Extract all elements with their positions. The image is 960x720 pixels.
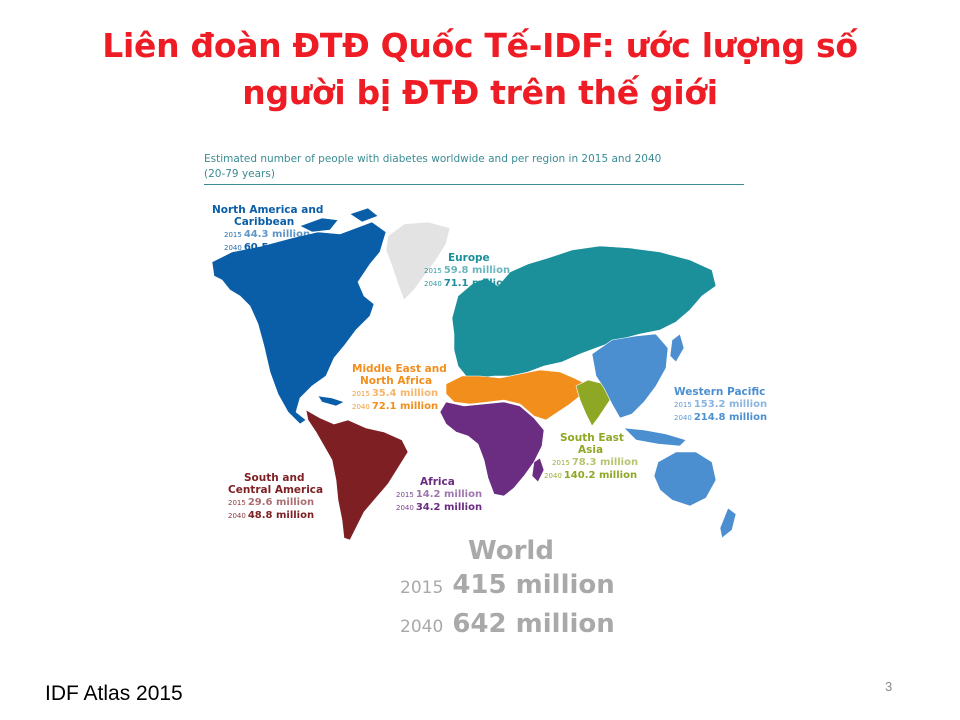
label-south-america-year-2040: 2040: [228, 512, 246, 520]
label-north-america-year-2015: 2015: [224, 231, 242, 239]
label-western-pacific-name: Western Pacific: [674, 386, 766, 398]
label-mena-year-2015: 2015: [352, 390, 370, 398]
label-south-east-asia-value-2040: 140.2 million: [563, 470, 638, 481]
region-japan-shape: [669, 333, 685, 363]
region-caribbean-shape: [317, 395, 345, 407]
label-western-pacific-year-2040: 2040: [674, 414, 692, 422]
region-north-america-shape: [211, 221, 387, 425]
label-europe-name: Europe: [448, 252, 490, 264]
label-western-pacific-value-2015: 153.2 million: [693, 399, 768, 410]
region-greenland-shape: [385, 221, 451, 301]
label-south-east-asia-name-line1: South East: [560, 432, 624, 444]
page-number: 3: [885, 679, 893, 694]
label-world-value-2015: 415 million: [452, 570, 615, 600]
label-south-america-value-2015: 29.6 million: [247, 497, 315, 508]
map-header-line2: (20-79 years): [204, 168, 275, 180]
label-south-east-asia: South East Asia 2015 78.3 million 2040 140…: [544, 432, 638, 482]
region-africa-shape: [439, 401, 545, 497]
label-africa-name: Africa: [420, 476, 455, 488]
region-indonesia-shape: [623, 427, 687, 447]
label-north-america-year-2040: 2040: [224, 244, 242, 252]
label-world-value-2040: 642 million: [452, 609, 615, 639]
label-south-america-value-2040: 48.8 million: [247, 510, 315, 521]
label-north-america-name-line1: North America and: [212, 204, 324, 216]
label-mena-value-2015: 35.4 million: [371, 388, 439, 399]
region-south-east-asia-shape: [575, 379, 615, 427]
region-australia-shape: [653, 451, 717, 507]
label-africa-value-2040: 34.2 million: [415, 502, 483, 513]
label-world-name: World: [468, 536, 554, 566]
label-north-america: North America and Caribbean 2015 44.3 mil…: [212, 204, 323, 254]
region-madagascar-shape: [531, 457, 545, 483]
label-north-america-value-2040: 60.5 million: [243, 242, 311, 253]
label-south-east-asia-value-2015: 78.3 million: [571, 457, 639, 468]
region-new-zealand-shape: [719, 507, 737, 539]
slide-title: Liên đoàn ĐTĐ Quốc Tế-IDF: ước lượng số …: [0, 22, 960, 116]
header-divider: [204, 184, 744, 185]
region-mena-shape: [445, 369, 587, 421]
region-western-pacific-shape: [591, 333, 669, 419]
label-africa-value-2015: 14.2 million: [415, 489, 483, 500]
label-europe-year-2040: 2040: [424, 280, 442, 288]
label-mena-name-line2: North Africa: [360, 375, 433, 387]
label-africa: Africa 2015 14.2 million 2040 34.2 million: [396, 476, 482, 514]
label-north-america-name-line2: Caribbean: [234, 216, 295, 228]
label-south-america-name-line2: Central America: [228, 484, 324, 496]
label-mena-name-line1: Middle East and: [352, 363, 447, 375]
label-south-east-asia-year-2015: 2015: [552, 459, 570, 467]
region-south-america-shape: [305, 409, 409, 541]
map-header: Estimated number of people with diabetes…: [204, 152, 744, 182]
label-europe-year-2015: 2015: [424, 267, 442, 275]
slide-title-line2: người bị ĐTĐ trên thế giới: [242, 73, 718, 112]
label-africa-year-2015: 2015: [396, 491, 414, 499]
label-mena-value-2040: 72.1 million: [371, 401, 439, 412]
slide-title-line1: Liên đoàn ĐTĐ Quốc Tế-IDF: ước lượng số: [102, 26, 858, 65]
label-south-east-asia-name-line2: Asia: [578, 444, 604, 456]
label-africa-year-2040: 2040: [396, 504, 414, 512]
map-header-line1: Estimated number of people with diabetes…: [204, 153, 662, 165]
label-europe-value-2040: 71.1 million: [443, 278, 511, 289]
region-arctic-islands-shape: [299, 207, 379, 233]
label-north-america-value-2015: 44.3 million: [243, 229, 311, 240]
label-mena: Middle East and North Africa 2015 35.4 mi…: [352, 363, 447, 413]
label-south-america-name-line1: South and: [244, 472, 305, 484]
label-world-year-2015: 2015: [400, 578, 444, 598]
label-mena-year-2040: 2040: [352, 403, 370, 411]
label-south-america-year-2015: 2015: [228, 499, 246, 507]
label-south-east-asia-year-2040: 2040: [544, 472, 562, 480]
label-world-year-2040: 2040: [400, 617, 444, 637]
label-south-america: South and Central America 2015 29.6 milli…: [228, 472, 323, 522]
label-western-pacific-year-2015: 2015: [674, 401, 692, 409]
label-western-pacific: Western Pacific 2015 153.2 million 2040 21…: [674, 386, 767, 424]
source-label: IDF Atlas 2015: [45, 682, 183, 705]
label-world: World 2015 415 million 2040 642 million: [400, 535, 615, 645]
label-europe: Europe 2015 59.8 million 2040 71.1 million: [424, 252, 510, 290]
label-western-pacific-value-2040: 214.8 million: [693, 412, 768, 423]
label-europe-value-2015: 59.8 million: [443, 265, 511, 276]
